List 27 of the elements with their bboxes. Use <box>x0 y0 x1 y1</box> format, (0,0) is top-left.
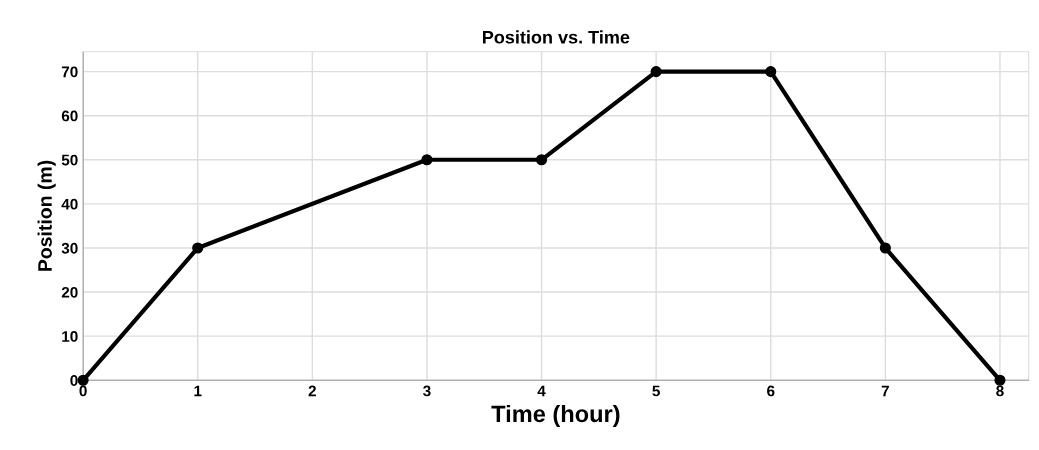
x-tick-label: 5 <box>652 385 660 397</box>
y-tick-label: 60 <box>61 110 78 122</box>
x-axis-title: Time (hour) <box>491 404 620 427</box>
y-tick-label: 70 <box>61 66 78 78</box>
y-tick-label: 30 <box>61 242 78 254</box>
y-tick-label: 0 <box>70 375 78 386</box>
y-axis-title: Position (m) <box>37 160 56 271</box>
point <box>994 374 1006 386</box>
point <box>421 154 433 166</box>
x-tick-label: 6 <box>767 385 775 397</box>
point <box>879 242 891 254</box>
x-tick-label: 3 <box>423 385 431 397</box>
point <box>535 154 548 166</box>
point <box>192 242 204 254</box>
y-tick-label: 20 <box>61 286 78 298</box>
y-tick-label: 10 <box>62 331 78 342</box>
x-tick-label: 0 <box>79 385 87 397</box>
x-tick-label: 2 <box>308 385 316 397</box>
chart-title: Position vs. Time <box>482 30 630 44</box>
point <box>765 66 777 78</box>
point <box>650 66 662 78</box>
x-tick-label: 4 <box>537 385 546 397</box>
x-tick-label: 1 <box>194 385 202 397</box>
x-tick-label: 8 <box>996 385 1004 397</box>
y-tick-label: 50 <box>61 154 78 166</box>
y-tick-label: 40 <box>61 198 78 210</box>
x-tick-label: 7 <box>881 385 889 397</box>
